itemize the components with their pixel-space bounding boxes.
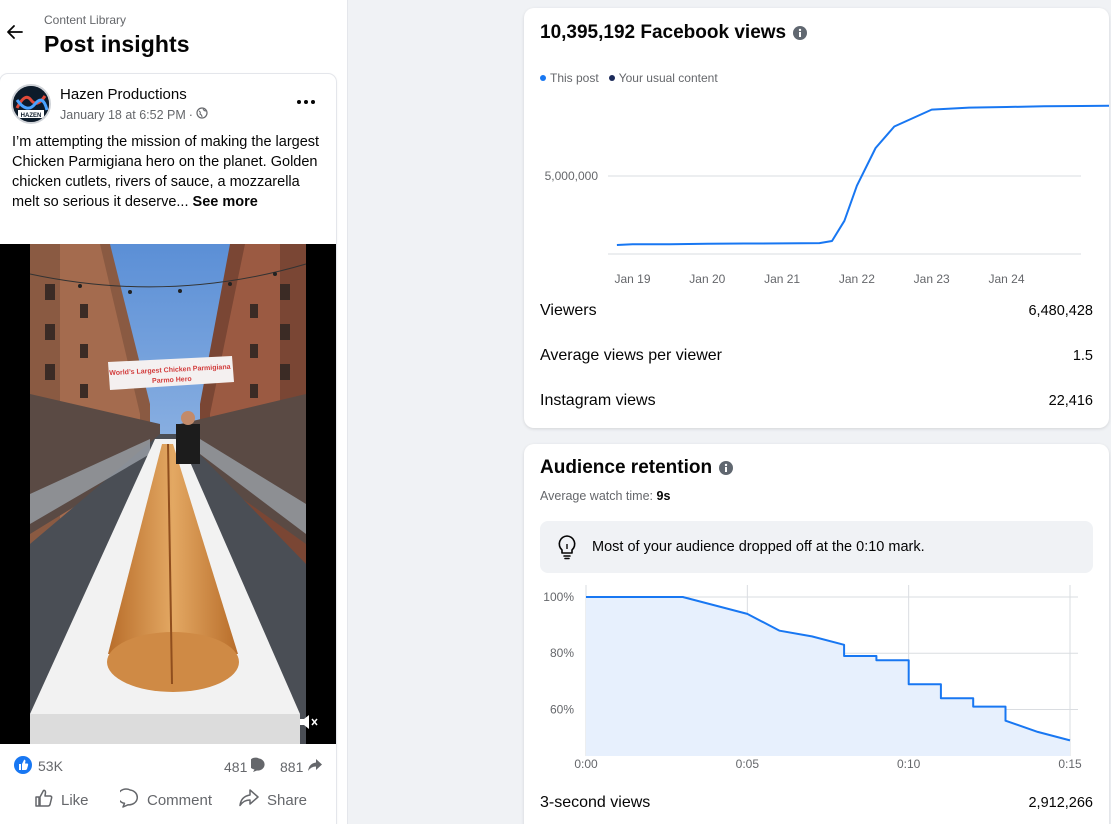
views-title: 10,395,192 Facebook views	[540, 22, 808, 44]
reaction-count[interactable]: 53K	[38, 758, 63, 774]
post-body: I’m attempting the mission of making the…	[12, 134, 320, 210]
post-card: HAZEN Hazen Productions January 18 at 6:…	[0, 74, 336, 824]
metric-value: 1.5	[1072, 348, 1093, 364]
like-button[interactable]: Like	[34, 788, 89, 812]
views-title-text: 10,395,192 Facebook views	[540, 22, 787, 43]
metric-value: 22,416	[1048, 393, 1093, 409]
avg-watch-label: Average watch time:	[540, 489, 654, 503]
comment-icon	[117, 788, 140, 812]
meta-separator: ·	[188, 107, 193, 122]
retention-line[interactable]	[586, 596, 1071, 742]
metric-value: 6,480,428	[1028, 303, 1093, 319]
y-tick-label: 80%	[550, 646, 574, 660]
y-tick-label: 60%	[550, 702, 574, 716]
video-frame-image: World’s Largest Chicken Parmigiana Parmo…	[0, 244, 336, 744]
retention-area-fill	[586, 597, 1070, 756]
audience-retention-card: Audience retention Average watch time: 9…	[524, 444, 1109, 824]
back-arrow-icon[interactable]	[6, 22, 24, 42]
metric-label: Instagram views	[540, 392, 656, 409]
x-tick-label: Jan 22	[839, 272, 875, 286]
comment-count[interactable]: 481	[224, 757, 267, 776]
x-tick-label: Jan 24	[988, 272, 1024, 286]
legend-usual-content[interactable]: Your usual content	[608, 71, 718, 85]
engagement-stats: 53K 481 881	[0, 752, 336, 780]
like-label: Like	[61, 791, 89, 809]
page-title: Post insights	[44, 31, 190, 57]
insight-callout: Most of your audience dropped off at the…	[540, 521, 1093, 573]
metric-label: 3-second views	[540, 794, 651, 811]
metric-viewers: Viewers 6,480,428	[540, 302, 1093, 324]
facebook-views-card: 10,395,192 Facebook views This post Your…	[524, 8, 1109, 428]
more-options-icon[interactable]	[294, 90, 318, 114]
share-count[interactable]: 881	[280, 757, 323, 776]
legend-usual-label: Your usual content	[618, 71, 718, 85]
comment-button[interactable]: Comment	[117, 788, 213, 812]
share-icon	[238, 788, 260, 812]
lightbulb-icon	[556, 534, 578, 560]
share-button[interactable]: Share	[238, 788, 307, 812]
legend-this-post-label: This post	[550, 71, 599, 85]
avatar[interactable]: HAZEN	[11, 84, 51, 124]
avg-watch-value: 9s	[656, 489, 671, 503]
retention-title: Audience retention	[540, 457, 734, 479]
share-label: Share	[267, 791, 308, 809]
retention-area-chart: 100% 80% 60% 0:00 0:05 0:10 0:15	[543, 585, 1082, 771]
post-actions: Like Comment Share	[0, 784, 336, 814]
x-tick-label: 0:05	[736, 757, 760, 771]
post-meta: January 18 at 6:52 PM ·	[60, 107, 208, 122]
banner-line-2: Parmo Hero	[152, 376, 192, 385]
comment-bubble-icon	[249, 757, 267, 776]
x-tick-label: Jan 19	[614, 272, 650, 286]
video-player[interactable]: World’s Largest Chicken Parmigiana Parmo…	[0, 244, 336, 744]
post-date[interactable]: January 18 at 6:52 PM	[60, 107, 186, 122]
y-tick-label: 100%	[543, 590, 574, 604]
retention-title-text: Audience retention	[540, 457, 713, 478]
metric-instagram-views: Instagram views 22,416	[540, 392, 1093, 414]
comment-count-value: 481	[224, 758, 248, 775]
metric-value: 2,912,266	[1028, 795, 1093, 811]
metric-avg-views: Average views per viewer 1.5	[540, 347, 1093, 369]
share-count-value: 881	[280, 758, 304, 775]
breadcrumb[interactable]: Content Library	[44, 13, 127, 27]
left-panel: Content Library Post insights HAZEN Haze…	[0, 0, 348, 824]
callout-text: Most of your audience dropped off at the…	[592, 539, 925, 555]
see-more-link[interactable]: See more	[192, 194, 258, 210]
thumbs-up-icon	[34, 788, 54, 812]
comment-label: Comment	[147, 791, 213, 809]
x-tick-label: 0:15	[1058, 757, 1082, 771]
series-line-this-post[interactable]	[616, 104, 1109, 246]
legend-dot-usual	[608, 75, 615, 81]
y-tick-label: 5,000,000	[545, 169, 599, 183]
legend-this-post[interactable]: This post	[540, 71, 599, 85]
metric-label: Average views per viewer	[540, 347, 723, 364]
metric-label: Viewers	[540, 302, 597, 319]
legend-dot-this-post	[540, 75, 546, 81]
share-arrow-icon	[307, 757, 323, 776]
like-reaction-icon[interactable]	[14, 756, 32, 774]
x-tick-label: Jan 23	[914, 272, 950, 286]
views-line-chart: 5,000,000 Jan 19 Jan 20 Jan 21 Jan 22 Jan 23 J…	[545, 104, 1109, 286]
metric-three-second-views: 3-second views 2,912,266	[540, 794, 1093, 816]
avatar-text: HAZEN	[21, 113, 42, 119]
info-icon[interactable]	[793, 26, 808, 40]
mute-icon[interactable]	[297, 712, 321, 732]
x-tick-label: 0:10	[897, 757, 921, 771]
x-tick-label: 0:00	[574, 757, 598, 771]
x-tick-label: Jan 20	[689, 272, 725, 286]
globe-icon	[196, 107, 208, 122]
page-name[interactable]: Hazen Productions	[60, 86, 187, 103]
post-text: I’m attempting the mission of making the…	[12, 132, 328, 212]
info-icon[interactable]	[719, 461, 734, 475]
x-tick-label: Jan 21	[764, 272, 800, 286]
chart-legend: This post Your usual content	[540, 71, 718, 85]
average-watch-time: Average watch time: 9s	[540, 489, 670, 503]
